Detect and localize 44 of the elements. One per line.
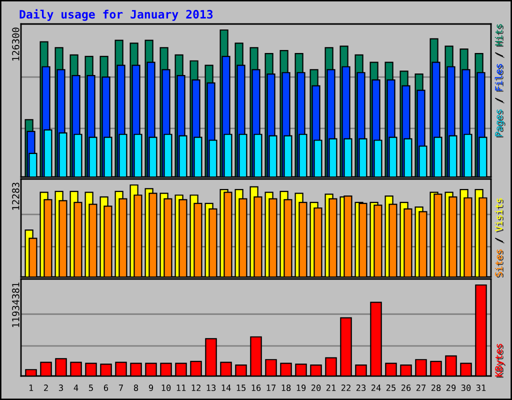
text: KBytes (495, 344, 506, 378)
x-tick-label: 4 (74, 384, 78, 391)
text: Files (494, 64, 504, 92)
text: Pages (495, 110, 506, 138)
x-tick-label: 16 (252, 384, 261, 392)
x-tick-label: 29 (446, 384, 456, 392)
text: Sites (494, 250, 504, 278)
x-tick-label: 28 (431, 384, 441, 392)
x-tick-label: 18 (282, 384, 291, 392)
x-tick-label: 2 (44, 384, 48, 391)
text: Visits (494, 198, 504, 232)
x-tick-label: 15 (236, 384, 246, 392)
x-tick-label: 12 (192, 384, 200, 391)
x-tick-label: 21 (326, 384, 336, 391)
text: 126300 (12, 28, 20, 60)
x-tick-label: 9 (148, 384, 154, 392)
x-tick-label: 23 (356, 384, 366, 392)
text: 12283 (12, 182, 20, 210)
x-tick-label: 8 (134, 384, 138, 392)
x-tick-label: 7 (118, 384, 123, 391)
text: / (495, 238, 504, 244)
x-tick-label: 17 (266, 384, 276, 391)
x-tick-label: 31 (476, 384, 486, 392)
x-tick-label: 13 (206, 384, 216, 392)
x-tick-label: 19 (296, 384, 306, 392)
text: / (495, 98, 504, 104)
x-tick-label: 30 (461, 384, 471, 392)
x-tick-label: 1 (29, 384, 34, 391)
x-tick-label: 3 (58, 384, 63, 392)
x-tick-label: 14 (222, 384, 231, 391)
text: / (495, 52, 504, 58)
x-tick-label: 10 (162, 384, 171, 392)
x-tick-label: 24 (371, 384, 381, 391)
x-tick-label: 11 (176, 384, 186, 391)
x-tick-label: 5 (89, 384, 93, 392)
text: Hits (494, 24, 504, 47)
x-tick-label: 20 (311, 384, 321, 392)
x-tick-label: 26 (401, 384, 411, 392)
x-tick-label: 22 (341, 384, 350, 391)
chart-title: Daily usage for January 2013 (20, 9, 213, 21)
text: 11934381 (12, 282, 20, 328)
x-tick-label: 27 (416, 384, 426, 391)
x-tick-label: 6 (104, 384, 108, 392)
x-tick-label: 25 (386, 384, 396, 392)
